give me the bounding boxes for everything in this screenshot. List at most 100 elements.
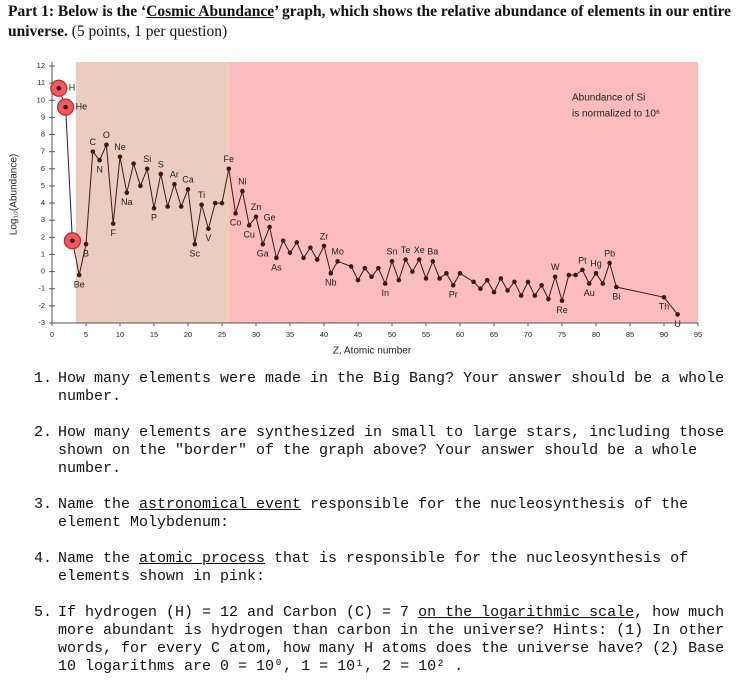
point <box>178 204 184 209</box>
element-label: Th <box>659 302 670 312</box>
element-label: Cu <box>243 230 255 240</box>
point <box>484 277 490 283</box>
element-label: Sn <box>386 247 397 257</box>
question-number: 3. <box>34 496 53 513</box>
point <box>70 238 75 244</box>
question-text: If hydrogen (H) = 12 and Carbon (C) = 7 <box>58 604 419 621</box>
question-number: 4. <box>34 550 53 567</box>
point <box>308 245 313 250</box>
point <box>138 183 143 189</box>
y-tick-label: 1 <box>41 249 45 258</box>
point <box>600 281 606 286</box>
point <box>165 204 170 209</box>
point <box>151 205 157 211</box>
point <box>478 286 483 292</box>
element-label: Pb <box>604 248 615 258</box>
point <box>348 264 354 269</box>
questions: 1. How many elements were made in the Big… <box>34 370 726 684</box>
y-tick-label: 3 <box>41 215 45 224</box>
question: 1. How many elements were made in the Big… <box>34 370 726 406</box>
element-label: Zr <box>320 231 329 241</box>
point <box>498 276 504 281</box>
question-text: Name the <box>58 496 140 513</box>
point <box>580 267 585 273</box>
element-label: Xe <box>414 245 425 255</box>
y-tick-label: -1 <box>38 284 45 293</box>
point <box>382 281 388 286</box>
y-tick-label: 10 <box>37 95 45 104</box>
x-tick-label: 25 <box>218 330 226 339</box>
point <box>90 149 96 154</box>
point <box>274 255 279 261</box>
question: 5. If hydrogen (H) = 12 and Carbon (C) = … <box>34 604 726 676</box>
element-label: B <box>83 249 89 259</box>
y-tick-label: 12 <box>37 61 45 70</box>
element-label: H <box>69 83 76 93</box>
element-label: Ga <box>257 249 269 259</box>
question-text: Name the <box>58 550 140 567</box>
question-number: 1. <box>34 370 53 387</box>
point <box>240 188 245 194</box>
x-tick-label: 80 <box>592 330 600 339</box>
point <box>63 104 68 110</box>
point <box>212 200 218 206</box>
point <box>362 265 368 271</box>
element-label: Sc <box>190 249 201 259</box>
point <box>518 293 524 298</box>
element-label: Si <box>143 154 151 164</box>
element-label: Ba <box>427 247 438 257</box>
x-tick-label: 90 <box>660 330 668 339</box>
point <box>192 241 198 247</box>
header-text: (5 points, 1 per question) <box>67 23 228 40</box>
point <box>233 211 238 216</box>
x-tick-label: 65 <box>490 330 498 339</box>
question-text: on the logarithmic scale <box>418 604 635 621</box>
point <box>444 271 449 276</box>
point <box>287 250 293 256</box>
point <box>280 238 286 244</box>
element-label: Be <box>74 279 85 289</box>
point <box>294 240 300 245</box>
element-label: Au <box>584 288 595 298</box>
x-axis-label: Z, Atomic number <box>333 346 412 357</box>
point <box>355 277 361 283</box>
point <box>525 279 531 285</box>
element-label: Ne <box>114 142 126 152</box>
x-tick-label: 70 <box>524 330 532 339</box>
point <box>437 276 442 281</box>
question-text: responsible for the nucleosynthesis of t… <box>58 496 689 531</box>
x-tick-label: 35 <box>286 330 294 339</box>
point <box>206 226 211 232</box>
x-tick-label: 60 <box>456 330 464 339</box>
point <box>124 190 130 196</box>
header-text: Cosmic Abundance <box>146 3 275 20</box>
element-label: Bi <box>612 291 620 301</box>
y-tick-label: 0 <box>41 267 45 276</box>
element-label: Nb <box>325 278 337 288</box>
element-label: U <box>674 319 681 329</box>
point <box>260 241 266 247</box>
point <box>403 257 408 262</box>
x-tick-label: 95 <box>694 330 702 339</box>
element-label: N <box>96 165 103 175</box>
x-tick-label: 50 <box>388 330 396 339</box>
point <box>219 200 225 206</box>
point <box>675 312 680 317</box>
x-tick-label: 20 <box>184 330 192 339</box>
x-tick-label: 5 <box>84 330 88 339</box>
x-tick-label: 0 <box>50 330 54 339</box>
point <box>172 181 177 187</box>
point <box>614 284 619 290</box>
question-number: 5. <box>34 604 53 621</box>
element-label: S <box>158 159 164 169</box>
point <box>552 274 558 280</box>
point <box>185 187 191 192</box>
point <box>76 272 82 278</box>
point <box>335 259 340 264</box>
element-label: Zn <box>251 202 262 212</box>
element-label: V <box>205 233 211 243</box>
point <box>423 276 429 281</box>
element-label: Ca <box>182 175 194 185</box>
